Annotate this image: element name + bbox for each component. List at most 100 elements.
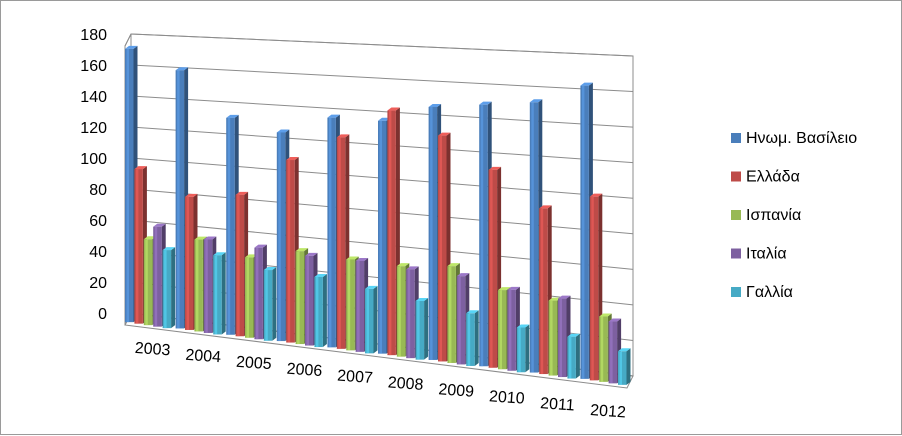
bar-front [558, 298, 567, 378]
bar [516, 324, 530, 373]
bar-highlight [287, 160, 291, 343]
bar-front [548, 300, 558, 376]
bar-highlight [379, 120, 382, 354]
bar-highlight [581, 85, 585, 379]
y-tick-label: 60 [89, 213, 107, 230]
bar-highlight [430, 106, 433, 360]
legend-swatch [731, 171, 741, 182]
bar-highlight [531, 102, 534, 373]
bar-highlight [154, 226, 158, 327]
bar-side [272, 267, 277, 341]
bar-front [539, 208, 548, 375]
bar-front [589, 196, 599, 381]
bar-front [567, 336, 576, 379]
bar-front [226, 117, 235, 335]
bar-side [626, 348, 631, 385]
bar-top [175, 67, 189, 71]
bar [314, 273, 327, 348]
bar-highlight [600, 316, 604, 382]
bar-highlight [540, 208, 544, 375]
bar-front [456, 276, 466, 365]
bar-front [355, 260, 365, 352]
bar-front [599, 316, 608, 382]
bar-top [516, 324, 530, 328]
bar-front [134, 169, 143, 324]
bar-front [415, 301, 425, 360]
bar [162, 247, 176, 329]
bar-highlight [518, 327, 521, 373]
x-tick-label: 2010 [488, 388, 525, 407]
bar-highlight [246, 257, 249, 338]
bar [415, 298, 429, 360]
bar-front [387, 110, 396, 356]
bar-front [185, 196, 194, 330]
bar-top [466, 310, 479, 314]
legend-swatch [731, 248, 741, 259]
bar-side [525, 324, 530, 373]
bar-front [365, 288, 374, 354]
bar-top [305, 252, 318, 256]
bar-highlight [278, 132, 281, 342]
bar-front [194, 239, 203, 332]
bar-front [507, 289, 516, 371]
bar-top [529, 99, 543, 103]
bar-top [447, 263, 460, 267]
bar-front [396, 266, 406, 357]
bar-highlight [559, 298, 562, 378]
bar-front [479, 104, 488, 367]
bar-top [378, 117, 391, 121]
bar-front [175, 70, 185, 329]
bar-top [365, 285, 378, 289]
y-axis-ticks: 0 20 40 60 80 100 120 140 160 180 [80, 27, 107, 323]
bar-top [507, 286, 520, 290]
bar-front [276, 132, 286, 342]
legend-item: Ηνωμ. Βασίλειο [731, 130, 857, 147]
bar-top [203, 236, 217, 240]
bar [618, 348, 631, 385]
bar-front [143, 239, 153, 326]
bar-top [125, 45, 138, 49]
bar-top [567, 333, 580, 337]
bar-front [314, 276, 323, 348]
legend-label: Ηνωμ. Βασίλειο [746, 130, 857, 147]
bar-front [580, 85, 589, 379]
bar-highlight [205, 239, 208, 333]
bar-top [406, 266, 419, 270]
bar-top [226, 114, 239, 118]
bar-highlight [255, 247, 259, 340]
y-tick-label: 0 [98, 306, 107, 323]
bar-highlight [458, 276, 461, 365]
bar-highlight [315, 276, 319, 348]
x-tick-label: 2006 [286, 361, 323, 380]
bar-side [575, 333, 580, 379]
bar-front [466, 313, 475, 366]
bar-front [346, 259, 355, 351]
bar-front [438, 135, 447, 362]
bar-highlight [448, 266, 452, 363]
bar-top [286, 157, 299, 161]
gridline [130, 33, 634, 57]
legend: Ηνωμ. Βασίλειο Ελλάδα Ισπανία Ιταλία Γαλλία [731, 130, 857, 301]
bar-front [305, 255, 314, 346]
y-tick-label: 20 [89, 275, 107, 292]
bars [125, 45, 631, 385]
bar-side [373, 285, 378, 354]
bar-top [327, 114, 340, 118]
bar-front [378, 120, 387, 354]
bar-top [599, 313, 612, 317]
bar-highlight [550, 300, 553, 376]
bar-highlight [388, 110, 392, 356]
bar-highlight [508, 289, 512, 371]
bar-top [194, 236, 207, 240]
bar-top [539, 205, 552, 209]
x-tick-label: 2011 [540, 395, 576, 414]
bar-highlight [499, 290, 502, 370]
x-tick-label: 2003 [134, 340, 171, 359]
legend-label: Γαλλία [746, 284, 793, 301]
bar-top [185, 193, 198, 197]
y-tick-label: 180 [80, 27, 107, 44]
bar-highlight [568, 336, 572, 379]
bar-top [589, 193, 603, 197]
bar-highlight [439, 135, 442, 362]
